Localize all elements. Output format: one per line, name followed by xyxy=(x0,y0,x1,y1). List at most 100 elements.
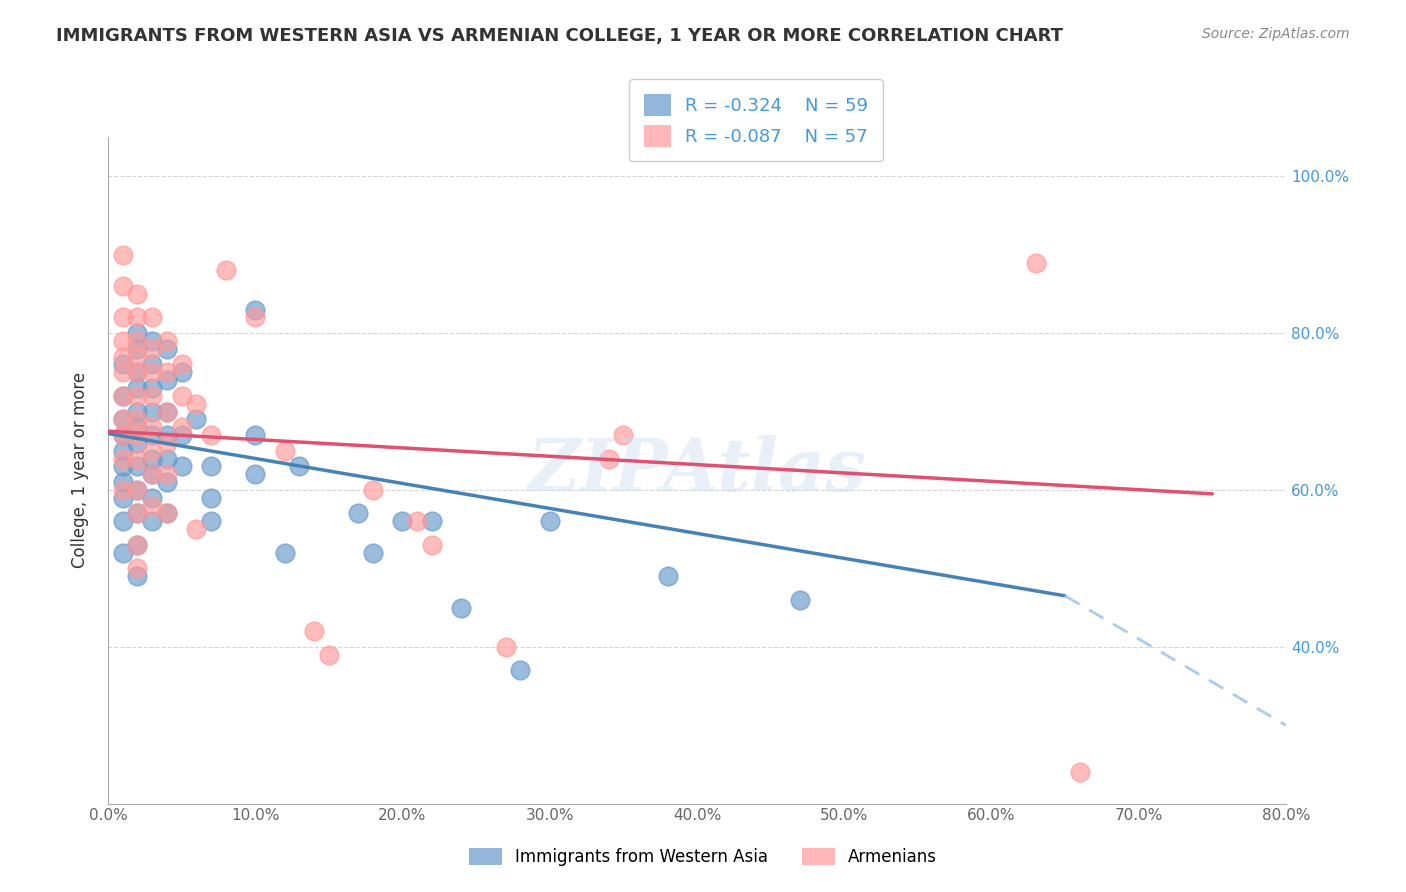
Legend: Immigrants from Western Asia, Armenians: Immigrants from Western Asia, Armenians xyxy=(460,840,946,875)
Point xyxy=(612,428,634,442)
Point xyxy=(111,350,134,364)
Point xyxy=(186,412,208,426)
Point xyxy=(156,507,179,521)
Point xyxy=(111,428,134,442)
Point xyxy=(347,507,370,521)
Point xyxy=(111,279,134,293)
Point xyxy=(127,507,149,521)
Point xyxy=(141,404,163,418)
Point xyxy=(127,428,149,442)
Point xyxy=(141,499,163,513)
Point xyxy=(111,451,134,466)
Point xyxy=(156,334,179,348)
Point xyxy=(127,350,149,364)
Point xyxy=(111,443,134,458)
Point xyxy=(111,546,134,560)
Point xyxy=(141,342,163,356)
Point xyxy=(200,428,222,442)
Point xyxy=(156,428,179,442)
Point xyxy=(141,451,163,466)
Point xyxy=(170,365,193,379)
Point xyxy=(127,420,149,434)
Point xyxy=(509,663,531,677)
Point xyxy=(111,475,134,489)
Point xyxy=(111,310,134,325)
Point xyxy=(245,302,267,317)
Point xyxy=(127,507,149,521)
Point xyxy=(538,514,561,528)
Point xyxy=(200,459,222,474)
Text: IMMIGRANTS FROM WESTERN ASIA VS ARMENIAN COLLEGE, 1 YEAR OR MORE CORRELATION CHA: IMMIGRANTS FROM WESTERN ASIA VS ARMENIAN… xyxy=(56,27,1063,45)
Point xyxy=(141,389,163,403)
Point xyxy=(127,561,149,575)
Point xyxy=(141,420,163,434)
Point xyxy=(127,365,149,379)
Point xyxy=(156,373,179,387)
Point xyxy=(111,412,134,426)
Point xyxy=(141,428,163,442)
Point xyxy=(141,358,163,372)
Point xyxy=(215,263,238,277)
Point xyxy=(170,358,193,372)
Point xyxy=(127,569,149,583)
Point xyxy=(127,412,149,426)
Point xyxy=(420,514,443,528)
Point xyxy=(186,397,208,411)
Point xyxy=(141,467,163,482)
Point xyxy=(273,443,295,458)
Point xyxy=(156,507,179,521)
Point xyxy=(141,310,163,325)
Text: Source: ZipAtlas.com: Source: ZipAtlas.com xyxy=(1202,27,1350,41)
Point xyxy=(156,475,179,489)
Point xyxy=(598,451,620,466)
Point xyxy=(127,389,149,403)
Point xyxy=(1025,255,1047,269)
Point xyxy=(127,451,149,466)
Point xyxy=(156,342,179,356)
Point xyxy=(450,600,472,615)
Point xyxy=(420,538,443,552)
Point xyxy=(127,287,149,301)
Point xyxy=(127,483,149,497)
Point xyxy=(141,381,163,395)
Point xyxy=(318,648,340,662)
Point xyxy=(111,389,134,403)
Legend: R = -0.324    N = 59, R = -0.087    N = 57: R = -0.324 N = 59, R = -0.087 N = 57 xyxy=(628,79,883,161)
Point xyxy=(156,451,179,466)
Point xyxy=(200,491,222,505)
Point xyxy=(141,365,163,379)
Point xyxy=(127,436,149,450)
Point xyxy=(111,365,134,379)
Point xyxy=(302,624,325,639)
Point xyxy=(170,459,193,474)
Point xyxy=(1069,765,1091,780)
Point xyxy=(288,459,311,474)
Point xyxy=(111,491,134,505)
Point xyxy=(170,389,193,403)
Point xyxy=(111,248,134,262)
Point xyxy=(156,365,179,379)
Point xyxy=(141,467,163,482)
Point xyxy=(127,326,149,340)
Point xyxy=(406,514,429,528)
Point xyxy=(657,569,679,583)
Point xyxy=(141,514,163,528)
Point xyxy=(391,514,413,528)
Point xyxy=(127,381,149,395)
Point xyxy=(186,522,208,536)
Point xyxy=(273,546,295,560)
Point xyxy=(111,358,134,372)
Point xyxy=(111,334,134,348)
Point xyxy=(141,491,163,505)
Point xyxy=(127,310,149,325)
Text: ZIPAtlas: ZIPAtlas xyxy=(527,435,866,506)
Point xyxy=(361,483,384,497)
Point xyxy=(170,420,193,434)
Point xyxy=(245,310,267,325)
Point xyxy=(127,538,149,552)
Point xyxy=(111,514,134,528)
Point xyxy=(156,467,179,482)
Point xyxy=(361,546,384,560)
Point xyxy=(111,428,134,442)
Point xyxy=(127,538,149,552)
